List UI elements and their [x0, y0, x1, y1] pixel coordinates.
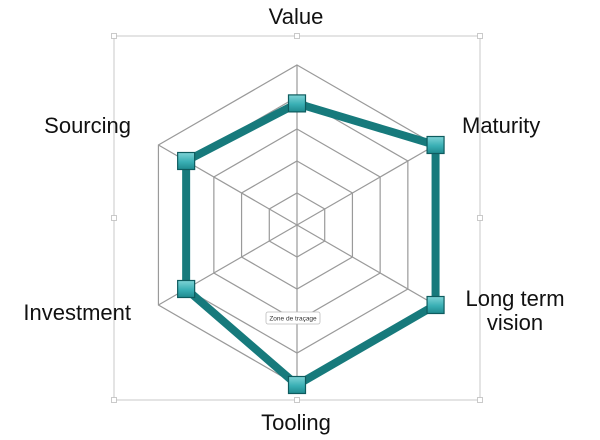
frame-handle — [111, 215, 117, 221]
axis-label-long-term-vision-line-2: vision — [487, 310, 543, 335]
data-point-tooling — [287, 375, 307, 395]
tooltip-box — [265, 311, 321, 325]
frame-handle — [477, 33, 483, 39]
data-point-investment — [177, 279, 196, 299]
data-point-long-term-vision — [426, 295, 445, 315]
frame-handle — [477, 215, 483, 221]
frame-handle — [294, 397, 300, 403]
frame-handle — [111, 33, 117, 39]
spokes — [158, 65, 436, 385]
axis-label-maturity: Maturity — [462, 113, 540, 138]
frame-handle — [111, 397, 117, 403]
data-point-value — [287, 94, 307, 113]
frame-handle — [477, 397, 483, 403]
axis-label-sourcing: Sourcing — [44, 113, 131, 138]
axis-label-value: Value — [269, 4, 324, 29]
frame-handles — [111, 33, 483, 403]
axis-label-long-term-vision-line-1: Long term — [465, 286, 564, 311]
tooltip-text: Zone de traçage — [269, 316, 317, 323]
plot-area-tooltip: Zone de traçage — [265, 311, 321, 325]
series-layer — [177, 94, 445, 395]
frame-handle — [294, 33, 300, 39]
data-point-maturity — [426, 135, 445, 155]
data-point-sourcing — [177, 151, 196, 171]
axis-label-investment: Investment — [23, 300, 131, 325]
axis-label-tooling: Tooling — [261, 410, 331, 435]
spoke-2 — [296, 224, 436, 306]
spoke-1 — [296, 144, 436, 226]
